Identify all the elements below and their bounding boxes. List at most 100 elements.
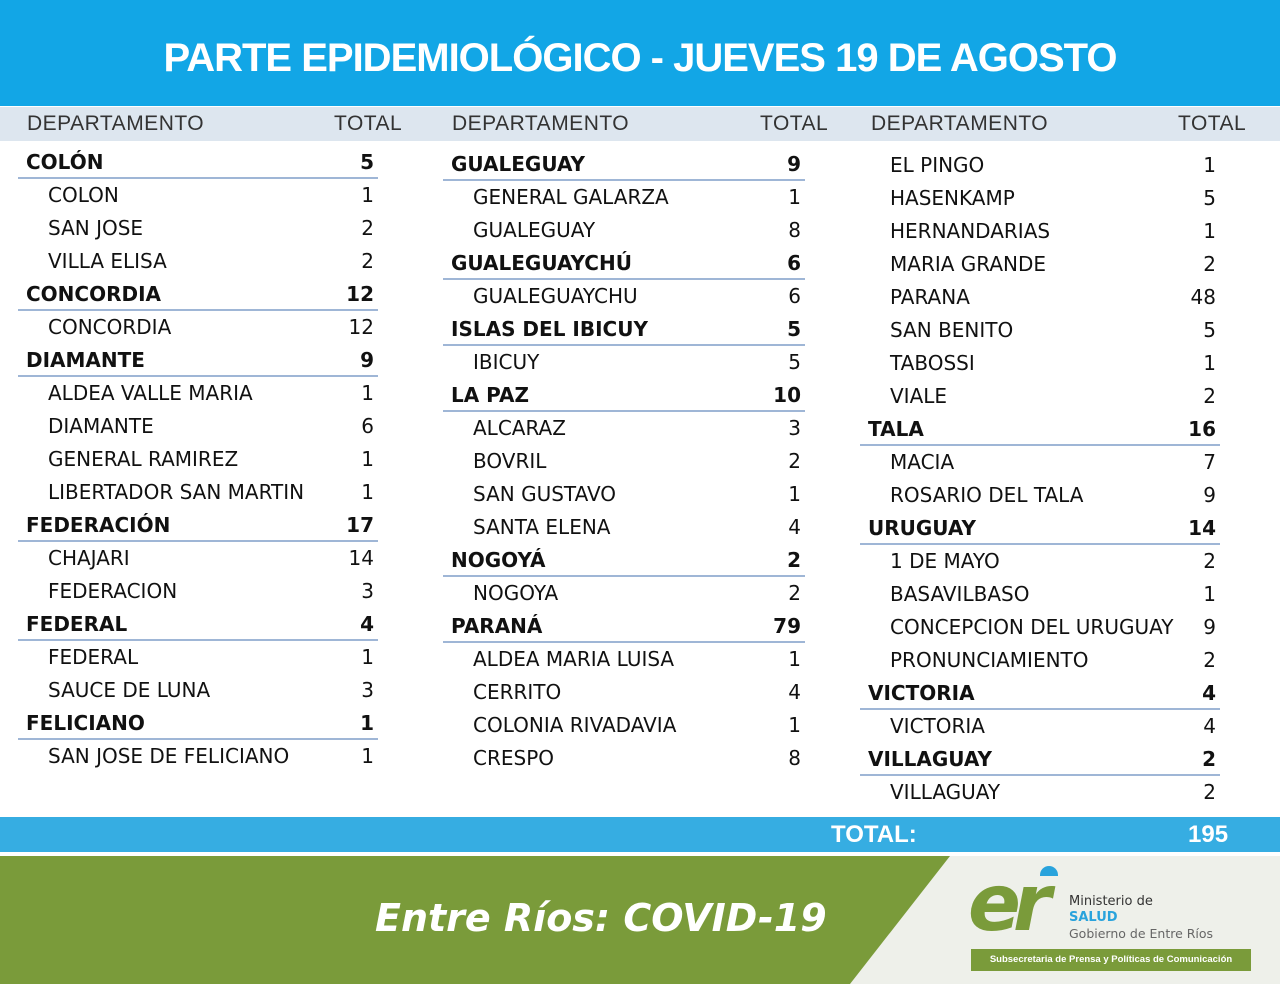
department-row: NOGOYÁ 2 (443, 544, 805, 577)
row-total: 3 (361, 579, 374, 603)
row-total: 4 (788, 515, 801, 539)
row-total: 2 (361, 249, 374, 273)
row-name: LA PAZ (451, 383, 529, 407)
locality-row: ALDEA MARIA LUISA 1 (443, 643, 805, 676)
row-name: PARANÁ (451, 614, 543, 638)
locality-row: ROSARIO DEL TALA 9 (860, 479, 1220, 512)
row-name: VIALE (890, 384, 948, 408)
row-total: 1 (1203, 582, 1216, 606)
row-total: 2 (361, 216, 374, 240)
row-total: 2 (1203, 648, 1216, 672)
row-name: GUALEGUAYCHU (473, 284, 638, 308)
row-name: GUALEGUAYCHÚ (451, 251, 632, 275)
total-bar: TOTAL: 195 (0, 817, 1280, 852)
row-name: URUGUAY (868, 516, 976, 540)
row-name: NOGOYÁ (451, 548, 546, 572)
row-name: GENERAL GALARZA (473, 185, 669, 209)
row-name: ALCARAZ (473, 416, 566, 440)
row-total: 17 (346, 513, 374, 537)
row-name: NOGOYA (473, 581, 559, 605)
row-total: 5 (788, 350, 801, 374)
row-name: BOVRIL (473, 449, 547, 473)
header-total: TOTAL (1178, 112, 1247, 135)
row-total: 1 (361, 645, 374, 669)
row-name: DIAMANTE (48, 414, 154, 438)
locality-row: MACIA 7 (860, 446, 1220, 479)
row-name: MARIA GRANDE (890, 252, 1047, 276)
row-total: 2 (1203, 252, 1216, 276)
header-dept: DEPARTAMENTO (27, 112, 205, 135)
locality-row: IBICUY 5 (443, 346, 805, 379)
locality-row: COLONIA RIVADAVIA 1 (443, 709, 805, 742)
locality-row: PRONUNCIAMIENTO 2 (860, 644, 1220, 677)
row-name: COLÓN (26, 150, 104, 174)
row-name: ALDEA MARIA LUISA (473, 647, 675, 671)
row-name: GENERAL RAMIREZ (48, 447, 239, 471)
row-name: VILLA ELISA (48, 249, 167, 273)
locality-row: SAN GUSTAVO 1 (443, 478, 805, 511)
locality-row: VIALE 2 (860, 380, 1220, 413)
row-total: 1 (361, 183, 374, 207)
row-total: 1 (361, 381, 374, 405)
row-total: 5 (787, 317, 801, 341)
row-name: VILLAGUAY (890, 780, 1001, 804)
department-row: ISLAS DEL IBICUY 5 (443, 313, 805, 346)
locality-row: GENERAL RAMIREZ 1 (18, 443, 378, 476)
row-name: SAN JOSE (48, 216, 144, 240)
row-total: 1 (361, 744, 374, 768)
row-name: SANTA ELENA (473, 515, 611, 539)
row-name: VICTORIA (890, 714, 985, 738)
row-name: GUALEGUAY (451, 152, 586, 176)
row-total: 6 (788, 284, 801, 308)
locality-row: CONCEPCION DEL URUGUAY 9 (860, 611, 1220, 644)
department-row: URUGUAY 14 (860, 512, 1220, 545)
row-total: 12 (346, 282, 374, 306)
footer-slogan: Entre Ríos: COVID-19 (375, 896, 827, 940)
row-name: PRONUNCIAMIENTO (890, 648, 1089, 672)
row-total: 1 (788, 647, 801, 671)
locality-row: CONCORDIA 12 (18, 311, 378, 344)
department-row: GUALEGUAYCHÚ 6 (443, 247, 805, 280)
locality-row: HASENKAMP 5 (860, 182, 1220, 215)
row-total: 48 (1190, 285, 1216, 309)
row-total: 9 (360, 348, 374, 372)
department-row: CONCORDIA 12 (18, 278, 378, 311)
row-total: 7 (1203, 450, 1216, 474)
row-total: 1 (1203, 153, 1216, 177)
column-1: COLÓN 5 COLON 1 SAN JOSE 2 VILLA ELISA 2 CONCORD… (18, 146, 378, 773)
department-row: FELICIANO 1 (18, 707, 378, 740)
locality-row: SAN BENITO 5 (860, 314, 1220, 347)
locality-row: SAN JOSE DE FELICIANO 1 (18, 740, 378, 773)
row-total: 1 (1203, 351, 1216, 375)
row-name: BASAVILBASO (890, 582, 1030, 606)
row-total: 2 (788, 581, 801, 605)
row-name: EL PINGO (890, 153, 985, 177)
footer-green-panel (0, 856, 950, 984)
row-name: CERRITO (473, 680, 562, 704)
row-total: 1 (788, 482, 801, 506)
row-name: CRESPO (473, 746, 554, 770)
locality-row: SAN JOSE 2 (18, 212, 378, 245)
row-name: PARANA (890, 285, 970, 309)
header-total: TOTAL (334, 112, 403, 135)
row-name: SAN GUSTAVO (473, 482, 617, 506)
row-name: IBICUY (473, 350, 540, 374)
row-total: 5 (360, 150, 374, 174)
row-total: 3 (361, 678, 374, 702)
locality-row: SAUCE DE LUNA 3 (18, 674, 378, 707)
row-total: 8 (788, 218, 801, 242)
row-total: 6 (361, 414, 374, 438)
row-total: 14 (1188, 516, 1216, 540)
locality-row: VILLAGUAY 2 (860, 776, 1220, 809)
department-row: LA PAZ 10 (443, 379, 805, 412)
locality-row: VILLA ELISA 2 (18, 245, 378, 278)
row-name: FEDERACIÓN (26, 513, 171, 537)
row-total: 5 (1203, 186, 1216, 210)
locality-row: 1 DE MAYO 2 (860, 545, 1220, 578)
row-name: VILLAGUAY (868, 747, 992, 771)
row-name: FELICIANO (26, 711, 145, 735)
row-name: VICTORIA (868, 681, 975, 705)
row-total: 2 (1203, 384, 1216, 408)
department-row: COLÓN 5 (18, 146, 378, 179)
row-total: 16 (1188, 417, 1216, 441)
